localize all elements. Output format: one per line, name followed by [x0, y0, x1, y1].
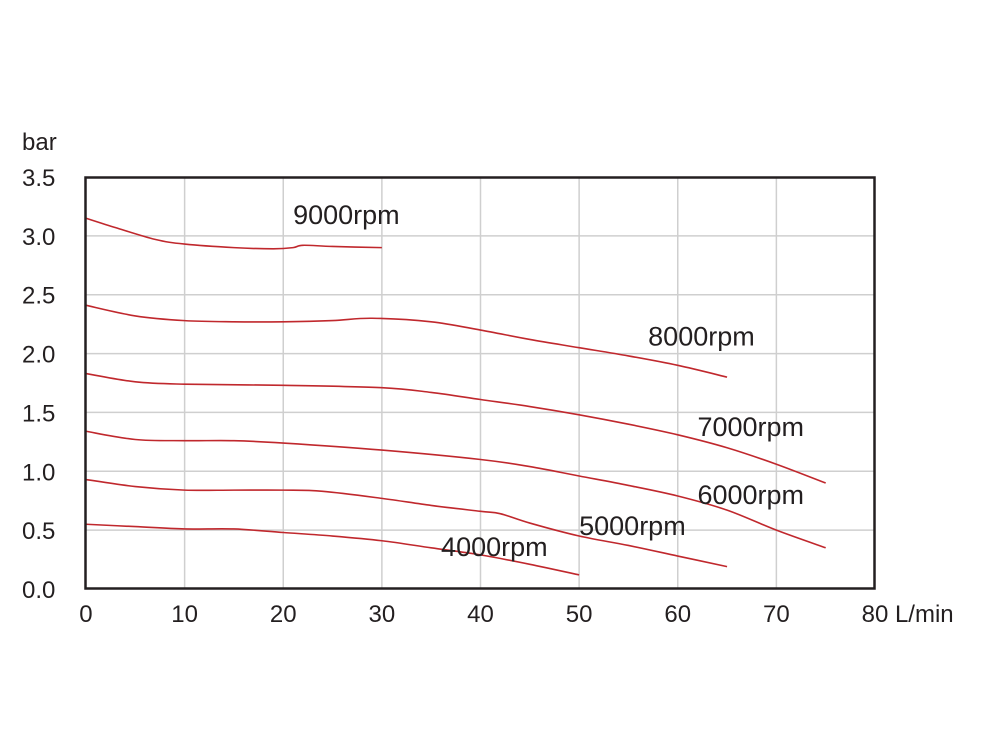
y-tick-label: 0.5 [22, 518, 55, 545]
series-labels: 9000rpm 8000rpm 7000rpm 6000rpm 5000rpm 4000r… [293, 200, 804, 562]
series-label-8000rpm: 8000rpm [648, 321, 755, 351]
x-tick-label: 70 [763, 601, 790, 628]
curve-8000rpm [85, 304, 728, 378]
x-tick-label: 30 [368, 601, 395, 628]
series-label-5000rpm: 5000rpm [579, 511, 686, 541]
series-label-9000rpm: 9000rpm [293, 200, 400, 230]
curve-5000rpm [85, 478, 728, 568]
x-tick-label: 60 [664, 601, 691, 628]
series-label-4000rpm: 4000rpm [441, 532, 548, 562]
grid-lines [86, 177, 875, 589]
curve-6000rpm [85, 430, 826, 549]
x-tick-label: 50 [566, 601, 593, 628]
curve-9000rpm [85, 217, 382, 250]
y-tick-label: 1.0 [22, 459, 55, 486]
y-axis-label: bar [22, 129, 57, 156]
series-label-7000rpm: 7000rpm [697, 412, 804, 442]
y-tick-label: 3.0 [22, 224, 55, 251]
curve-4000rpm [85, 523, 580, 576]
y-tick-label: 1.5 [22, 400, 55, 427]
y-axis-ticks: 0.0 0.5 1.0 1.5 2.0 2.5 3.0 3.5 [22, 165, 55, 604]
x-tick-label: 20 [270, 601, 297, 628]
x-tick-label-with-unit: 80 L/min [862, 601, 954, 628]
x-tick-label: 40 [467, 601, 494, 628]
x-tick-label: 10 [171, 601, 198, 628]
x-tick-label: 0 [79, 601, 92, 628]
y-tick-label: 0.0 [22, 577, 55, 604]
plot-frame [84, 176, 876, 590]
y-tick-label: 2.0 [22, 342, 55, 369]
y-tick-label: 3.5 [22, 165, 55, 192]
series-label-6000rpm: 6000rpm [697, 480, 804, 510]
x-axis-ticks: 0 10 20 30 40 50 60 70 80 L/min [79, 601, 953, 628]
curve-7000rpm [85, 372, 826, 484]
rpm-curves [85, 217, 826, 576]
y-tick-label: 2.5 [22, 283, 55, 310]
